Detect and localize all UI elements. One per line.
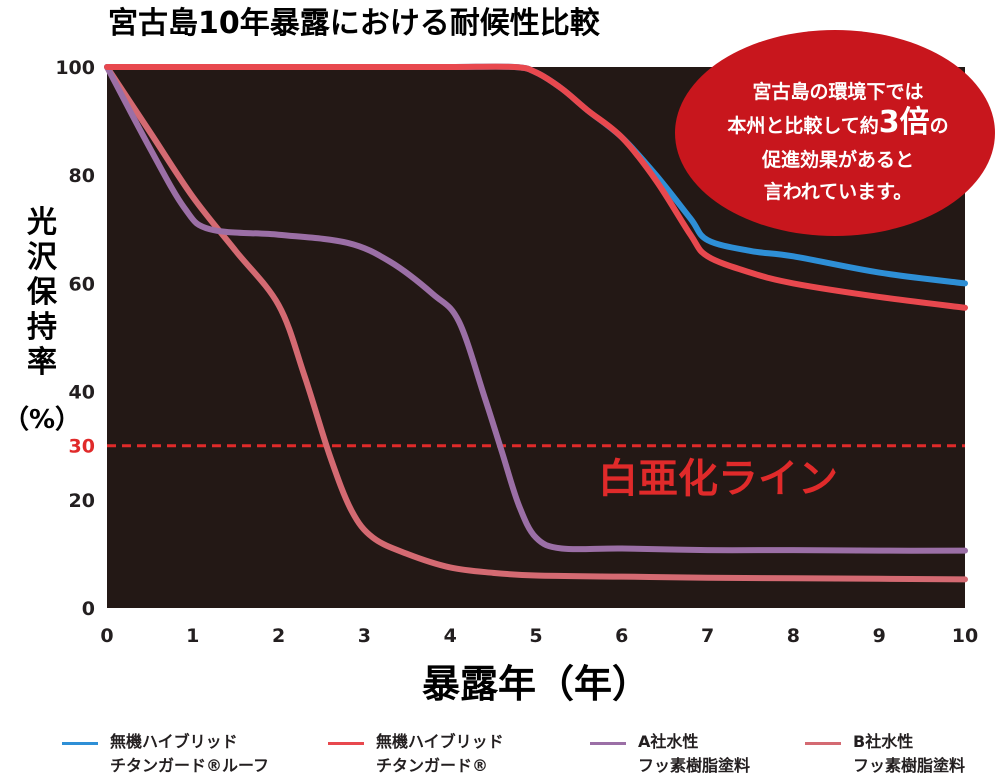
callout-line: 3倍	[879, 105, 930, 140]
callout-line: 宮古島の環境下では	[752, 80, 923, 103]
callout-line: 言われています。	[764, 180, 913, 203]
callout-line: の	[930, 115, 949, 137]
legend-label: A社水性 フッ素樹脂塗料	[638, 732, 751, 775]
legend-label: 無機ハイブリッド チタンガード®ルーフ	[110, 732, 270, 775]
y-tick-label: 0	[82, 598, 95, 620]
y-axis-label-char: （%）	[3, 405, 81, 435]
legend-swatch	[62, 742, 98, 745]
x-tick-label: 2	[272, 625, 285, 647]
callout-text: 宮古島の環境下では本州と比較して約3倍の促進効果があると言われています。	[727, 80, 948, 203]
y-axis-label-char: 率	[27, 345, 57, 380]
x-axis-label: 暴露年（年）	[422, 662, 650, 706]
series-line-4	[104, 64, 968, 583]
y-axis-label-char: 保	[27, 275, 58, 310]
callout-line: 本州と比較して約	[727, 114, 878, 137]
chart: 宮古島10年暴露における耐候性比較 0 1 2 3 4 5 6 7 8 9 100203040608…	[3, 6, 995, 706]
series-line-3	[104, 64, 968, 554]
x-tick-label: 8	[787, 625, 800, 647]
y-axis-label-char: 持	[27, 310, 57, 345]
legend-swatch	[805, 742, 841, 745]
y-tick-label: 80	[69, 165, 95, 187]
x-tick-label: 0	[100, 625, 113, 647]
legend-swatch	[590, 742, 626, 745]
y-tick-label: 100	[55, 57, 95, 79]
legend-label: 無機ハイブリッド チタンガード®	[376, 732, 504, 775]
legend-label: B社水性 フッ素樹脂塗料	[853, 732, 966, 775]
x-tick-label: 4	[444, 625, 457, 647]
threshold-label: 白亜化ライン	[598, 456, 838, 502]
x-tick-label: 10	[952, 625, 978, 647]
legend-swatch	[328, 742, 364, 745]
legend: 無機ハイブリッド チタンガード®ルーフ 無機ハイブリッド チタンガード® A社水性 フッ素…	[0, 722, 1000, 778]
y-tick-label: 40	[69, 382, 95, 404]
x-tick-label: 9	[873, 625, 886, 647]
callout-line: 促進効果があると	[761, 148, 914, 171]
series-layer	[104, 63, 968, 583]
y-tick-label: 60	[69, 273, 95, 295]
x-tick-label: 6	[615, 625, 628, 647]
x-tick-label: 3	[358, 625, 371, 647]
callout: 宮古島の環境下では本州と比較して約3倍の促進効果があると言われています。	[675, 30, 995, 236]
y-tick-label: 30	[69, 436, 95, 458]
x-tick-label: 7	[701, 625, 714, 647]
x-tick-label: 1	[186, 625, 199, 647]
chart-title: 宮古島10年暴露における耐候性比較	[108, 6, 601, 41]
y-tick-label: 20	[69, 490, 95, 512]
callout-bubble	[675, 30, 995, 236]
y-axis-label-char: 光	[27, 205, 57, 240]
series-line-2	[104, 63, 968, 311]
y-axis-label-char: 沢	[27, 240, 58, 275]
x-tick-label: 5	[529, 625, 542, 647]
